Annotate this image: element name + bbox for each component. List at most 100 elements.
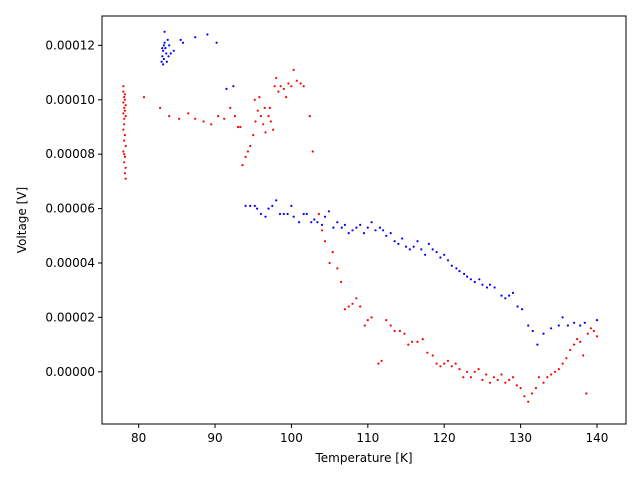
series-1-point-91 (407, 343, 410, 346)
series-0-point-0 (160, 60, 163, 63)
x-tick-label: 110 (356, 431, 379, 445)
series-0-point-33 (278, 212, 282, 216)
series-1-point-59 (282, 87, 285, 90)
x-tick-label: 80 (131, 431, 146, 445)
series-0-point-31 (271, 204, 274, 207)
series-0-point-28 (259, 212, 262, 216)
series-0-point-40 (305, 212, 308, 216)
series-1-point-70 (320, 229, 324, 232)
series-0-point-42 (313, 218, 316, 221)
series-1-point-73 (331, 251, 334, 254)
series-0-point-6 (162, 63, 165, 66)
series-0-point-75 (439, 256, 442, 259)
series-1-point-137 (585, 392, 588, 395)
series-0-point-90 (500, 294, 503, 297)
series-0-point-45 (323, 215, 327, 218)
series-1-point-31 (210, 123, 213, 126)
series-1-point-95 (426, 351, 429, 354)
series-1-point-53 (263, 106, 266, 109)
series-1-point-129 (557, 368, 560, 371)
series-0-point-2 (162, 49, 165, 52)
series-0-point-83 (469, 278, 472, 281)
series-0-point-102 (561, 316, 564, 319)
series-1-point-102 (454, 362, 457, 365)
series-1-point-6 (123, 109, 126, 112)
x-tick-label: 120 (433, 431, 456, 445)
series-1-point-47 (264, 131, 267, 134)
series-1-point-86 (385, 319, 388, 322)
series-1-point-37 (239, 125, 242, 129)
series-1-point-29 (194, 117, 197, 120)
series-1-point-8 (124, 115, 127, 118)
series-0-point-55 (362, 232, 366, 235)
series-1-point-104 (462, 376, 465, 379)
series-1-point-18 (123, 155, 126, 158)
series-1-point-87 (389, 324, 392, 327)
series-1-point-88 (393, 329, 396, 333)
series-0-point-84 (473, 280, 476, 284)
series-0-point-100 (550, 327, 553, 330)
y-axis-label: Voltage [V] (15, 187, 29, 253)
series-0-point-54 (359, 223, 362, 226)
series-1-point-42 (252, 134, 255, 137)
series-0-point-82 (466, 275, 469, 278)
plot-frame (101, 15, 627, 425)
series-1-point-7 (122, 112, 125, 115)
series-1-point-85 (380, 359, 383, 362)
series-1-point-105 (466, 370, 469, 373)
series-0-point-76 (443, 253, 446, 256)
series-1-point-58 (279, 85, 282, 88)
series-0-point-5 (164, 47, 167, 50)
series-0-point-106 (583, 321, 586, 324)
series-0-point-61 (385, 234, 388, 237)
series-1-point-89 (398, 329, 401, 333)
series-1-point-92 (411, 340, 414, 343)
series-1-point-0 (122, 90, 125, 93)
series-1-point-48 (267, 115, 270, 118)
series-0-point-26 (253, 204, 256, 207)
series-0-point-52 (351, 229, 354, 232)
series-0-point-7 (165, 52, 168, 55)
series-0-point-3 (162, 44, 165, 47)
series-0-point-69 (416, 240, 419, 243)
series-1-point-32 (217, 115, 220, 118)
series-1-point-12 (123, 123, 126, 126)
series-0-point-24 (244, 204, 247, 207)
series-1-point-99 (443, 362, 446, 365)
series-0-point-78 (450, 264, 453, 267)
series-1-point-131 (565, 357, 568, 360)
series-0-point-43 (316, 221, 319, 224)
series-1-point-135 (579, 340, 582, 343)
series-0-point-23 (232, 85, 235, 88)
series-1-point-26 (168, 115, 171, 118)
series-1-point-98 (439, 365, 442, 368)
series-1-point-136 (582, 354, 585, 357)
series-1-point-28 (187, 112, 190, 115)
series-1-point-36 (236, 125, 240, 129)
series-1-point-2 (123, 98, 126, 101)
series-1-point-122 (530, 392, 534, 395)
series-1-point-51 (253, 98, 256, 101)
series-0-point-12 (165, 60, 168, 63)
series-0 (160, 30, 599, 346)
series-0-point-57 (370, 221, 373, 224)
series-0-point-10 (168, 44, 171, 47)
series-1-point-109 (481, 378, 484, 381)
series-1-point-108 (477, 368, 480, 371)
series-1-point-19 (123, 161, 126, 164)
series-1-point-41 (249, 144, 252, 148)
series-1-point-52 (258, 96, 261, 99)
series-0-point-37 (292, 215, 295, 218)
series-1-point-35 (233, 115, 236, 118)
series-1-point-94 (421, 338, 424, 341)
series-0-point-22 (225, 87, 228, 90)
series-1-point-78 (351, 302, 354, 305)
series-0-point-29 (264, 215, 267, 218)
series-1-point-111 (488, 381, 492, 384)
series-0-point-1 (161, 55, 164, 58)
series-1 (122, 68, 599, 403)
series-0-point-60 (382, 229, 385, 232)
series-1-point-4 (124, 104, 127, 107)
series-0-point-93 (511, 291, 515, 294)
series-1-point-20 (124, 166, 127, 169)
